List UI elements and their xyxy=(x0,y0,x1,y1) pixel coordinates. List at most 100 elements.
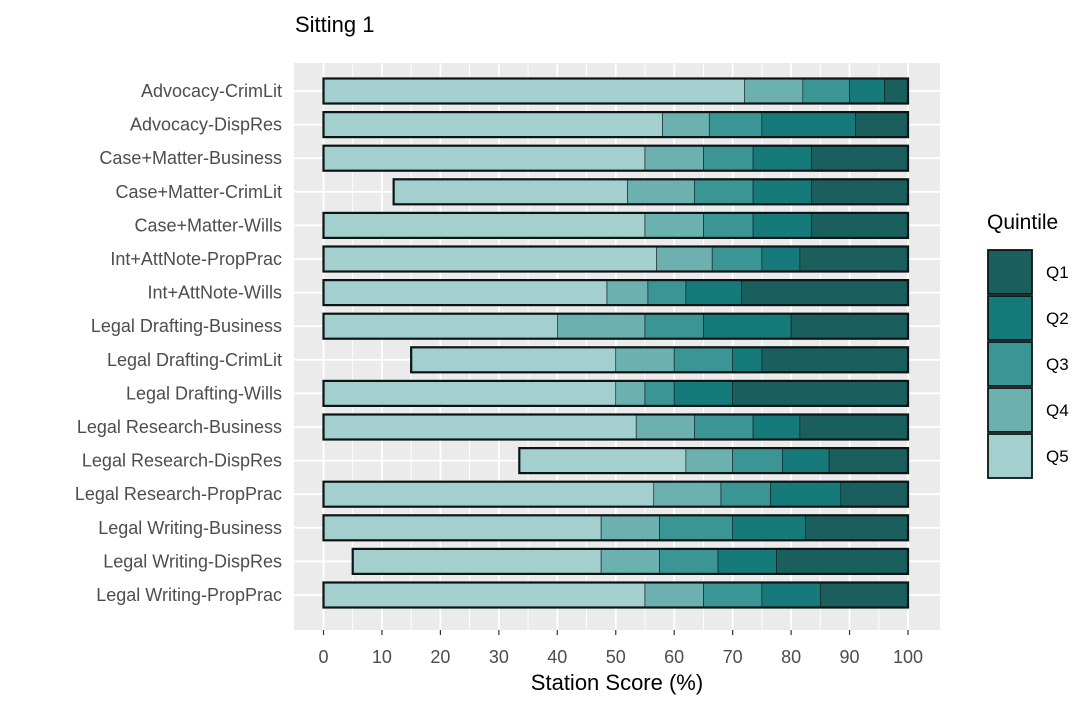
category-label: Legal Writing-PropPrac xyxy=(96,585,282,605)
bar-segment-q5 xyxy=(323,111,663,138)
bar-segment-q5 xyxy=(323,279,608,306)
bar-outline xyxy=(518,447,910,475)
bar-segment-q1 xyxy=(811,179,909,205)
x-tick-label: 50 xyxy=(606,647,626,667)
bar-segment-q5 xyxy=(323,414,637,440)
bar-1 xyxy=(322,77,910,105)
category-label: Legal Research-DispRes xyxy=(82,451,282,471)
bar-segment-q5 xyxy=(323,145,646,171)
bar-5 xyxy=(322,211,910,239)
category-label: Legal Research-Business xyxy=(77,417,282,437)
x-tick-label: 20 xyxy=(430,647,450,667)
legend-title: Quintile xyxy=(987,211,1058,234)
category-label: Int+AttNote-PropPrac xyxy=(110,249,282,269)
bar-segment-q3 xyxy=(673,346,733,373)
bar-13 xyxy=(322,480,910,508)
bar-outline xyxy=(322,144,910,172)
bar-segment-q3 xyxy=(659,548,719,575)
bar-outline xyxy=(322,379,910,407)
x-tick-label: 0 xyxy=(318,647,328,667)
bar-segment-q5 xyxy=(323,246,657,272)
bar-segment-q5 xyxy=(519,447,687,474)
legend-key-q4 xyxy=(987,387,1033,433)
bar-segment-q1 xyxy=(761,346,909,373)
x-axis: 0 10 20 30 40 50 60 70 80 90 100 xyxy=(318,630,923,667)
legend: Quintile Q1 Q2 Q3 Q4 Q5 xyxy=(987,211,1069,479)
bar-outline xyxy=(322,110,910,139)
bar-segment-q5 xyxy=(323,380,617,407)
legend-key-q2 xyxy=(987,295,1033,341)
bar-segment-q4 xyxy=(556,313,646,340)
x-tick-label: 80 xyxy=(781,647,801,667)
bar-segment-q5 xyxy=(323,514,602,541)
bar-segment-q4 xyxy=(635,414,695,440)
bar-segment-q1 xyxy=(776,548,909,575)
x-tick-label: 90 xyxy=(840,647,860,667)
bar-segment-q3 xyxy=(703,145,754,171)
x-tick-label: 10 xyxy=(372,647,392,667)
bar-segment-q4 xyxy=(600,548,660,575)
bar-segment-q5 xyxy=(323,212,646,239)
bar-4 xyxy=(392,178,910,206)
bar-segment-q3 xyxy=(711,246,763,272)
category-label: Advocacy-DispRes xyxy=(130,115,282,135)
bar-segment-q4 xyxy=(662,111,710,138)
bar-12 xyxy=(518,447,910,475)
bar-segment-q1 xyxy=(855,111,909,138)
legend-label-q1: Q1 xyxy=(1046,263,1069,282)
bar-11 xyxy=(322,413,910,441)
bar-7 xyxy=(322,279,910,307)
bar-6 xyxy=(322,245,910,273)
x-tick-label: 60 xyxy=(664,647,684,667)
bar-outline xyxy=(322,514,910,542)
legend-label-q2: Q2 xyxy=(1046,309,1069,328)
bar-segment-q2 xyxy=(761,246,801,272)
bar-outline xyxy=(410,346,910,374)
bar-9 xyxy=(410,346,910,374)
bar-segment-q4 xyxy=(653,481,722,508)
bar-outline xyxy=(322,77,910,105)
bar-segment-q2 xyxy=(849,78,885,104)
bar-segment-q1 xyxy=(741,279,909,306)
bar-segment-q3 xyxy=(703,582,763,608)
category-label: Advocacy-CrimLit xyxy=(141,81,282,101)
bar-segment-q3 xyxy=(732,447,783,474)
bar-segment-q1 xyxy=(884,78,909,104)
bar-segment-q2 xyxy=(703,313,792,340)
bar-segment-q5 xyxy=(323,313,558,340)
bar-segment-q3 xyxy=(720,481,771,508)
bar-segment-q3 xyxy=(644,380,675,407)
bar-segment-q3 xyxy=(694,179,754,205)
bar-segment-q1 xyxy=(732,380,909,407)
bar-15 xyxy=(351,547,910,576)
bar-segment-q4 xyxy=(644,212,704,239)
bar-segment-q5 xyxy=(352,548,602,575)
bar-segment-q4 xyxy=(656,246,713,272)
chart-title: Sitting 1 xyxy=(295,12,375,37)
bar-segment-q2 xyxy=(752,145,812,171)
bar-8 xyxy=(322,312,910,340)
bar-segment-q5 xyxy=(410,346,617,373)
bar-segment-q2 xyxy=(752,179,812,205)
bar-segment-q2 xyxy=(782,447,830,474)
bar-segment-q1 xyxy=(811,212,909,239)
bar-segment-q5 xyxy=(323,78,745,104)
category-label: Legal Drafting-Wills xyxy=(126,383,282,403)
bar-outline xyxy=(322,480,910,508)
category-label: Legal Research-PropPrac xyxy=(75,484,282,504)
bar-segment-q4 xyxy=(600,514,660,541)
bar-segment-q2 xyxy=(761,582,821,608)
bar-segment-q1 xyxy=(840,481,909,508)
legend-key-q3 xyxy=(987,341,1033,387)
category-label: Legal Writing-Business xyxy=(98,518,282,538)
bar-segment-q5 xyxy=(323,481,655,508)
category-labels: Advocacy-CrimLit Advocacy-DispRes Case+Mat… xyxy=(75,81,282,605)
category-label: Case+Matter-Wills xyxy=(134,215,282,235)
bar-segment-q3 xyxy=(644,313,704,340)
bar-segment-q2 xyxy=(752,414,801,440)
bar-segment-q4 xyxy=(615,380,646,407)
category-label: Legal Drafting-CrimLit xyxy=(107,350,282,370)
bar-segment-q4 xyxy=(644,145,704,171)
legend-label-q5: Q5 xyxy=(1046,447,1069,466)
bar-segment-q2 xyxy=(673,380,733,407)
